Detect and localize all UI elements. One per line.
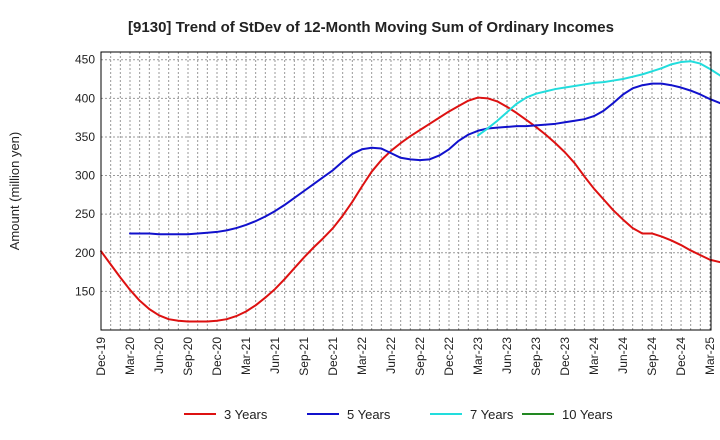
series-layer: [100, 60, 720, 323]
plot-frame: [100, 51, 712, 331]
x-tick-label: Jun-23: [500, 337, 514, 374]
y-tick-label: 200: [75, 246, 95, 260]
legend-label: 7 Years: [470, 407, 514, 422]
x-tick-label: Mar-22: [355, 337, 369, 375]
legend-label: 5 Years: [347, 407, 391, 422]
y-tick-label: 250: [75, 207, 95, 221]
x-tick-label: Dec-22: [442, 337, 456, 376]
y-tick-label: 450: [75, 53, 95, 67]
x-tick-label: Dec-19: [94, 337, 108, 376]
x-tick-label: Jun-24: [616, 337, 630, 374]
x-tick-label: Dec-21: [326, 337, 340, 376]
x-tick-label: Jun-20: [152, 337, 166, 374]
chart-title: [9130] Trend of StDev of 12-Month Moving…: [128, 19, 614, 36]
x-tick-label: Mar-25: [703, 337, 717, 375]
x-tick-label: Sep-20: [181, 337, 195, 376]
legend: 3 Years 5 Years 7 Years 10 Years: [184, 407, 613, 422]
x-tick-label: Jun-22: [384, 337, 398, 374]
x-tick-label: Dec-24: [674, 337, 688, 376]
series-line-5-years: [129, 82, 720, 236]
x-tick-label: Mar-24: [587, 337, 601, 375]
y-tick-labels: 150 200 250 300 350 400 450: [75, 53, 95, 299]
x-tick-label: Sep-22: [413, 337, 427, 376]
legend-label: 3 Years: [224, 407, 268, 422]
y-tick-label: 350: [75, 130, 95, 144]
y-tick-label: 400: [75, 91, 95, 105]
x-tick-label: Sep-21: [297, 337, 311, 376]
y-tick-label: 150: [75, 284, 95, 298]
x-tick-label: Jun-21: [268, 337, 282, 374]
x-tick-label: Mar-21: [239, 337, 253, 375]
y-tick-label: 300: [75, 169, 95, 183]
x-tick-label: Sep-23: [529, 337, 543, 376]
series-line-3-years: [100, 96, 720, 323]
x-tick-labels: Dec-19 Mar-20 Jun-20 Sep-20 Dec-20 Mar-21 Jun-…: [94, 337, 717, 376]
series-line-7-years: [477, 60, 720, 137]
x-tick-label: Mar-20: [123, 337, 137, 375]
grid-layer: [101, 52, 711, 330]
legend-label: 10 Years: [562, 407, 613, 422]
x-tick-label: Mar-23: [471, 337, 485, 375]
y-axis-label: Amount (million yen): [7, 132, 22, 251]
x-tick-label: Dec-23: [558, 337, 572, 376]
x-tick-label: Dec-20: [210, 337, 224, 376]
x-tick-label: Sep-24: [645, 337, 659, 376]
